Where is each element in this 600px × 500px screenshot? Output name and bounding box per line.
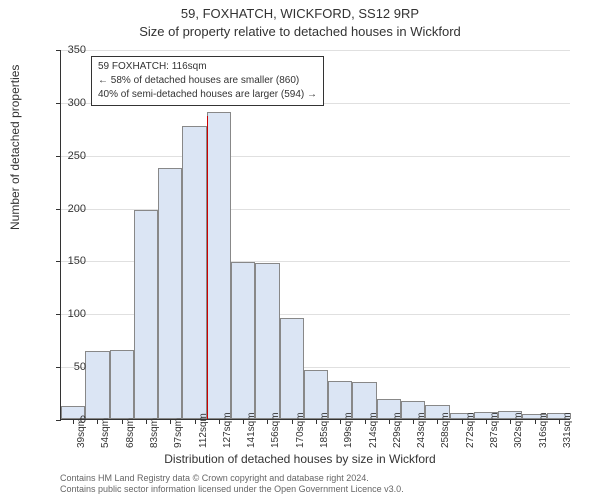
x-tick-mark bbox=[243, 419, 244, 424]
x-tick-label: 97sqm bbox=[173, 418, 184, 448]
footer-line1: Contains HM Land Registry data © Crown c… bbox=[60, 473, 404, 485]
x-tick-mark bbox=[486, 419, 487, 424]
x-tick-mark bbox=[146, 419, 147, 424]
x-tick-mark bbox=[559, 419, 560, 424]
chart-title-subtitle: Size of property relative to detached ho… bbox=[0, 24, 600, 39]
y-tick-label: 0 bbox=[80, 414, 86, 426]
x-tick-mark bbox=[267, 419, 268, 424]
marker-line bbox=[207, 116, 208, 419]
histogram-bar bbox=[255, 263, 279, 419]
footer-line2: Contains public sector information licen… bbox=[60, 484, 404, 496]
x-tick-mark bbox=[122, 419, 123, 424]
y-tick-mark bbox=[56, 314, 61, 315]
y-tick-mark bbox=[56, 420, 61, 421]
x-tick-label: 68sqm bbox=[125, 418, 136, 448]
x-tick-mark bbox=[389, 419, 390, 424]
histogram-bar bbox=[85, 351, 109, 419]
x-tick-mark bbox=[535, 419, 536, 424]
y-tick-label: 200 bbox=[68, 203, 86, 215]
y-tick-mark bbox=[56, 103, 61, 104]
histogram-bar bbox=[280, 318, 304, 419]
x-tick-mark bbox=[510, 419, 511, 424]
x-tick-mark bbox=[73, 419, 74, 424]
histogram-bar bbox=[207, 112, 231, 419]
y-tick-label: 100 bbox=[68, 308, 86, 320]
x-tick-mark bbox=[170, 419, 171, 424]
x-tick-mark bbox=[462, 419, 463, 424]
y-tick-mark bbox=[56, 367, 61, 368]
x-tick-mark bbox=[316, 419, 317, 424]
x-tick-mark bbox=[292, 419, 293, 424]
annotation-line3: 40% of semi-detached houses are larger (… bbox=[98, 88, 317, 102]
y-tick-mark bbox=[56, 156, 61, 157]
footer-attribution: Contains HM Land Registry data © Crown c… bbox=[60, 473, 404, 496]
histogram-bar bbox=[158, 168, 182, 419]
y-tick-label: 250 bbox=[68, 150, 86, 162]
x-tick-mark bbox=[413, 419, 414, 424]
annotation-line2: ← 58% of detached houses are smaller (86… bbox=[98, 74, 317, 88]
annotation-box: 59 FOXHATCH: 116sqm← 58% of detached hou… bbox=[91, 56, 324, 106]
x-tick-mark bbox=[97, 419, 98, 424]
x-tick-mark bbox=[195, 419, 196, 424]
histogram-bar bbox=[182, 126, 206, 419]
x-axis-label: Distribution of detached houses by size … bbox=[0, 452, 600, 466]
histogram-bar bbox=[110, 350, 134, 419]
y-tick-label: 350 bbox=[68, 44, 86, 56]
chart-container: 39sqm54sqm68sqm83sqm97sqm112sqm127sqm141… bbox=[60, 50, 570, 420]
annotation-line1: 59 FOXHATCH: 116sqm bbox=[98, 60, 317, 74]
plot-area: 39sqm54sqm68sqm83sqm97sqm112sqm127sqm141… bbox=[60, 50, 570, 420]
histogram-bar bbox=[231, 262, 255, 420]
chart-title-address: 59, FOXHATCH, WICKFORD, SS12 9RP bbox=[0, 6, 600, 21]
x-tick-mark bbox=[365, 419, 366, 424]
gridline bbox=[61, 156, 570, 157]
x-tick-mark bbox=[437, 419, 438, 424]
x-tick-label: 331sqm bbox=[562, 412, 573, 448]
y-tick-mark bbox=[56, 50, 61, 51]
x-tick-label: 83sqm bbox=[149, 418, 160, 448]
histogram-bar bbox=[134, 210, 158, 419]
y-tick-mark bbox=[56, 209, 61, 210]
gridline bbox=[61, 50, 570, 51]
y-tick-label: 300 bbox=[68, 97, 86, 109]
y-tick-mark bbox=[56, 261, 61, 262]
y-axis-label: Number of detached properties bbox=[8, 65, 22, 230]
x-tick-mark bbox=[219, 419, 220, 424]
x-tick-label: 54sqm bbox=[100, 418, 111, 448]
y-tick-label: 150 bbox=[68, 255, 86, 267]
x-tick-mark bbox=[340, 419, 341, 424]
y-tick-label: 50 bbox=[74, 361, 86, 373]
